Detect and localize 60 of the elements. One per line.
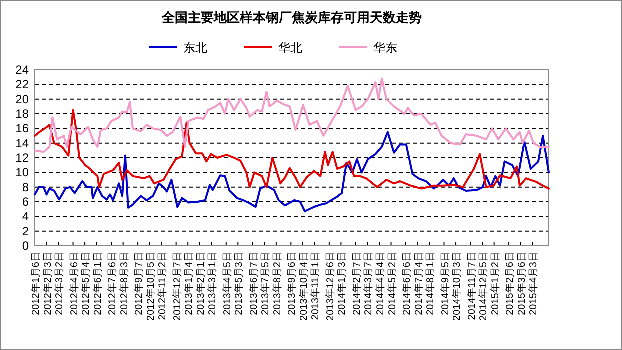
x-tick-label: 2014年3月7日 bbox=[362, 252, 375, 316]
y-tick-label: 4 bbox=[22, 210, 30, 224]
x-tick-label: 2013年8月2日 bbox=[271, 252, 284, 316]
chart-title: 全国主要地区样本钢厂焦炭库存可用天数走势 bbox=[161, 10, 422, 25]
y-tick-label: 24 bbox=[16, 63, 30, 77]
legend-label: 东北 bbox=[184, 41, 208, 55]
x-tick-label: 2013年4月5日 bbox=[221, 252, 234, 316]
x-tick-label: 2013年6月7日 bbox=[248, 252, 260, 316]
x-tick-label: 2013年1月4日 bbox=[183, 252, 196, 316]
x-tick-label: 2014年12月5日 bbox=[478, 252, 490, 321]
line-series bbox=[34, 109, 550, 190]
x-tick-label: 2015年2月6日 bbox=[504, 252, 516, 316]
line-series bbox=[34, 131, 550, 213]
y-tick-label: 10 bbox=[16, 166, 30, 180]
legend-label: 华北 bbox=[278, 41, 302, 55]
x-tick-label: 2014年2月7日 bbox=[350, 252, 363, 316]
line-series bbox=[34, 78, 550, 154]
x-tick-label: 2012年1月6日 bbox=[30, 252, 42, 316]
x-tick-label: 2014年7月4日 bbox=[412, 252, 425, 316]
y-tick-label: 8 bbox=[22, 180, 30, 194]
x-tick-label: 2013年12月6日 bbox=[324, 252, 336, 321]
x-tick-label: 2013年3月1日 bbox=[206, 252, 219, 316]
x-tick-label: 2013年5月3日 bbox=[233, 252, 246, 316]
y-tick-label: 22 bbox=[16, 78, 30, 92]
x-tick-label: 2012年5月4日 bbox=[80, 252, 92, 316]
x-tick-label: 2015年3月6日 bbox=[516, 252, 528, 316]
x-tick-label: 2014年5月2日 bbox=[386, 252, 398, 316]
x-tick-label: 2015年4月3日 bbox=[528, 252, 540, 316]
y-tick-label: 6 bbox=[22, 195, 30, 209]
x-tick-label: 2012年8月3日 bbox=[118, 252, 130, 316]
x-tick-label: 2012年7月6日 bbox=[106, 252, 119, 316]
x-tick-label: 2012年4月6日 bbox=[68, 252, 80, 316]
x-tick-label: 2014年4月4日 bbox=[374, 252, 386, 316]
y-tick-label: 18 bbox=[16, 107, 30, 121]
x-tick-label: 2013年10月4日 bbox=[298, 252, 310, 321]
x-tick-label: 2012年6月1日 bbox=[92, 252, 104, 316]
x-tick-label: 2012年9月7日 bbox=[133, 252, 146, 316]
x-tick-label: 2013年2月1日 bbox=[194, 252, 207, 316]
x-tick-label: 2014年6月6日 bbox=[400, 252, 413, 316]
x-tick-label: 2013年9月6日 bbox=[286, 252, 298, 316]
x-tick-label: 2014年11月7日 bbox=[466, 252, 478, 320]
x-tick-label: 2015年1月2日 bbox=[489, 252, 502, 316]
x-tick-label: 2012年2月3日 bbox=[42, 252, 54, 316]
x-tick-label: 2012年11月2日 bbox=[156, 252, 169, 320]
x-tick-label: 2014年8月1日 bbox=[424, 252, 437, 316]
y-tick-label: 14 bbox=[16, 136, 30, 150]
x-tick-label: 2014年9月5日 bbox=[439, 252, 452, 316]
y-tick-label: 2 bbox=[22, 224, 30, 238]
y-tick-label: 20 bbox=[16, 92, 30, 106]
legend-label: 华东 bbox=[374, 41, 398, 55]
y-tick-label: 16 bbox=[16, 122, 30, 136]
x-tick-label: 2014年1月3日 bbox=[336, 252, 348, 316]
x-tick-label: 2012年12月7日 bbox=[171, 252, 184, 321]
x-tick-label: 2012年10月5日 bbox=[144, 252, 157, 321]
x-tick-label: 2013年11月1日 bbox=[310, 252, 322, 320]
y-tick-label: 12 bbox=[16, 151, 30, 165]
x-tick-label: 2013年7月5日 bbox=[260, 252, 272, 316]
x-tick-label: 2012年3月2日 bbox=[54, 252, 66, 316]
y-tick-label: 0 bbox=[22, 239, 30, 253]
x-tick-label: 2014年10月3日 bbox=[451, 252, 464, 321]
